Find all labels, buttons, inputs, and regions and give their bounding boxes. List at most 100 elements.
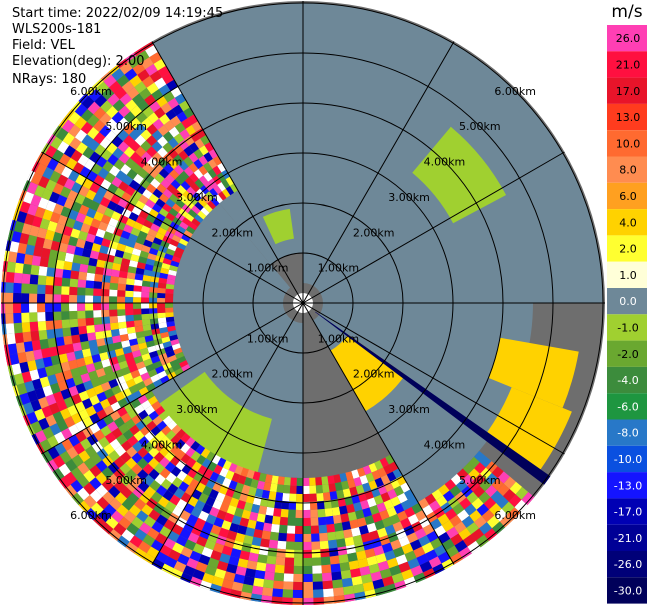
noise-gate-1 <box>131 463 143 475</box>
noise-gate-0 <box>75 212 87 223</box>
noise-gate-1 <box>83 469 96 483</box>
noise-gate-1 <box>143 474 155 487</box>
noise-gate-1 <box>267 547 278 557</box>
noise-gate-0 <box>79 333 89 343</box>
noise-gate-0 <box>54 328 64 338</box>
noise-gate-1 <box>407 557 420 570</box>
noise-gate-1 <box>303 549 312 558</box>
noise-gate-0 <box>184 213 195 222</box>
noise-gate-1 <box>120 486 133 499</box>
noise-gate-0 <box>134 325 144 333</box>
noise-gate-1 <box>234 482 244 493</box>
noise-gate-1 <box>142 452 154 464</box>
noise-gate-0 <box>7 251 18 263</box>
noise-gate-0 <box>115 220 126 231</box>
noise-gate-0 <box>61 427 73 440</box>
noise-gate-0 <box>89 200 100 212</box>
noise-gate-1 <box>379 509 390 521</box>
noise-gate-0 <box>165 288 174 294</box>
noise-gate-1 <box>273 507 282 517</box>
noise-gate-0 <box>107 200 118 211</box>
noise-gate-0 <box>183 156 194 167</box>
noise-gate-2 <box>454 540 468 553</box>
noise-gate-0 <box>137 168 149 179</box>
noise-gate-1 <box>388 461 399 472</box>
noise-gate-0 <box>61 119 75 133</box>
noise-gate-1 <box>413 546 426 558</box>
noise-gate-1 <box>235 565 247 576</box>
velocity-field <box>1 1 605 605</box>
noise-gate-0 <box>133 303 142 309</box>
noise-gate-1 <box>253 528 263 539</box>
noise-gate-0 <box>53 391 64 403</box>
noise-gate-0 <box>140 57 154 70</box>
noise-gate-1 <box>303 485 310 494</box>
noise-gate-1 <box>319 540 329 550</box>
noise-gate-0 <box>101 87 115 101</box>
noise-gate-1 <box>312 581 324 590</box>
noise-gate-1 <box>303 565 313 574</box>
colorbar-swatch <box>607 182 647 210</box>
noise-gate-1 <box>303 509 311 518</box>
noise-gate-1 <box>341 521 352 531</box>
ring-label: 4.00km <box>424 156 466 169</box>
noise-gate-2 <box>479 479 492 492</box>
noise-gate-0 <box>99 125 112 138</box>
noise-gate-1 <box>78 500 91 513</box>
noise-gate-0 <box>179 128 191 140</box>
noise-gate-1 <box>386 557 399 569</box>
noise-gate-0 <box>128 128 141 141</box>
noise-gate-0 <box>9 241 20 253</box>
noise-gate-1 <box>275 492 284 501</box>
noise-gate-1 <box>389 565 402 576</box>
noise-gate-1 <box>121 498 134 511</box>
colorbar-unit: m/s <box>611 2 642 22</box>
noise-gate-0 <box>152 237 163 246</box>
noise-gate-1 <box>198 554 211 566</box>
noise-gate-0 <box>125 378 136 389</box>
noise-gate-1 <box>133 498 147 511</box>
noise-gate-2 <box>468 456 480 469</box>
noise-gate-2 <box>494 508 508 522</box>
noise-gate-0 <box>158 113 171 125</box>
noise-gate-0 <box>126 326 136 334</box>
noise-gate-1 <box>270 523 280 533</box>
noise-gate-1 <box>350 568 362 578</box>
noise-gate-1 <box>207 557 220 569</box>
noise-gate-0 <box>148 167 159 179</box>
noise-gate-0 <box>116 243 127 252</box>
noise-gate-0 <box>51 149 64 162</box>
noise-gate-1 <box>175 438 186 450</box>
noise-gate-0 <box>110 276 119 284</box>
noise-gate-0 <box>117 303 126 310</box>
noise-gate-0 <box>174 122 186 134</box>
noise-gate-0 <box>126 358 136 367</box>
noise-gate-0 <box>62 225 73 237</box>
noise-gate-1 <box>150 539 164 552</box>
noise-gate-0 <box>157 136 169 147</box>
noise-gate-1 <box>327 531 337 541</box>
noise-gate-0 <box>85 310 94 319</box>
noise-gate-1 <box>46 459 59 472</box>
noise-gate-1 <box>158 410 169 421</box>
noise-gate-1 <box>154 405 166 416</box>
noise-gate-1 <box>341 480 350 490</box>
noise-gate-0 <box>21 223 32 235</box>
noise-gate-1 <box>164 450 176 462</box>
noise-gate-1 <box>336 538 346 548</box>
noise-gate-1 <box>203 468 214 479</box>
noise-gate-0 <box>157 146 168 158</box>
ring-label: 2.00km <box>353 226 395 239</box>
noise-gate-0 <box>56 399 68 412</box>
noise-gate-1 <box>261 587 274 597</box>
noise-gate-1 <box>353 477 363 487</box>
noise-gate-0 <box>13 272 23 284</box>
noise-gate-0 <box>182 190 193 200</box>
noise-gate-0 <box>46 267 56 277</box>
noise-gate-1 <box>204 539 216 551</box>
noise-gate-0 <box>53 285 62 295</box>
noise-gate-0 <box>134 134 147 147</box>
noise-gate-1 <box>181 463 192 475</box>
noise-gate-1 <box>183 565 196 577</box>
noise-gate-1 <box>167 530 180 543</box>
